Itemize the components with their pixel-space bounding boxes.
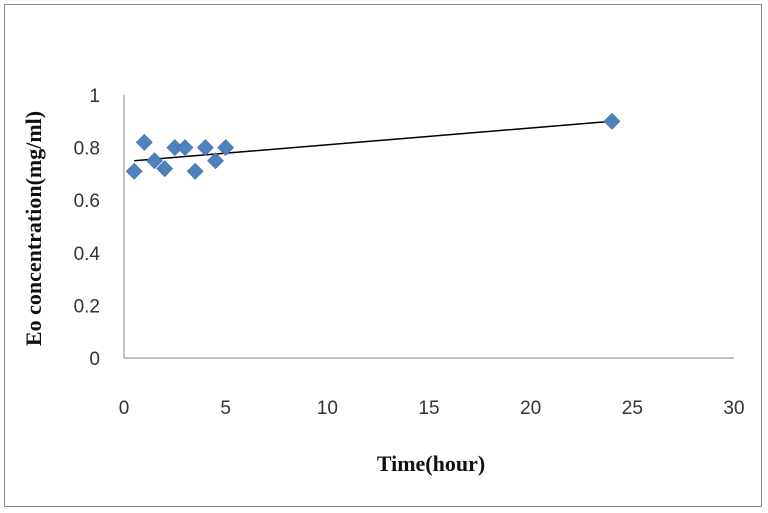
axes bbox=[123, 95, 734, 359]
data-point-diamond bbox=[135, 133, 153, 151]
data-point-diamond bbox=[176, 139, 194, 157]
x-tick-label: 25 bbox=[622, 398, 643, 419]
x-tick-label: 15 bbox=[418, 398, 439, 419]
x-tick-label: 10 bbox=[317, 398, 338, 419]
data-point-diamond bbox=[196, 139, 214, 157]
y-axis-title: Eo concentration(mg/ml) bbox=[21, 111, 46, 346]
data-point-diamond bbox=[207, 152, 224, 170]
x-tick-label: 30 bbox=[723, 398, 744, 419]
chart-frame bbox=[4, 4, 762, 507]
data-points bbox=[125, 112, 621, 180]
x-tick-label: 20 bbox=[520, 398, 541, 419]
y-tick-label: 0.6 bbox=[74, 191, 100, 212]
data-point-diamond bbox=[125, 162, 143, 180]
y-tick-labels: 0 0.2 0.4 0.6 0.8 1 bbox=[74, 86, 101, 370]
y-tick-label: 0.4 bbox=[74, 244, 101, 265]
data-point-diamond bbox=[217, 139, 235, 157]
data-point-diamond bbox=[156, 160, 174, 178]
data-point-diamond bbox=[146, 152, 163, 170]
data-point-diamond bbox=[603, 112, 621, 130]
y-tick-label: 1 bbox=[89, 86, 100, 107]
y-tick-label: 0.8 bbox=[74, 139, 100, 160]
x-axis-title: Time(hour) bbox=[377, 451, 485, 476]
data-point-diamond bbox=[186, 162, 204, 180]
x-tick-label: 5 bbox=[220, 398, 231, 419]
x-tick-labels: 0 5 10 15 20 25 30 bbox=[119, 398, 745, 419]
y-tick-label: 0.2 bbox=[74, 296, 100, 317]
y-tick-label: 0 bbox=[89, 349, 100, 370]
x-tick-label: 0 bbox=[119, 398, 130, 419]
